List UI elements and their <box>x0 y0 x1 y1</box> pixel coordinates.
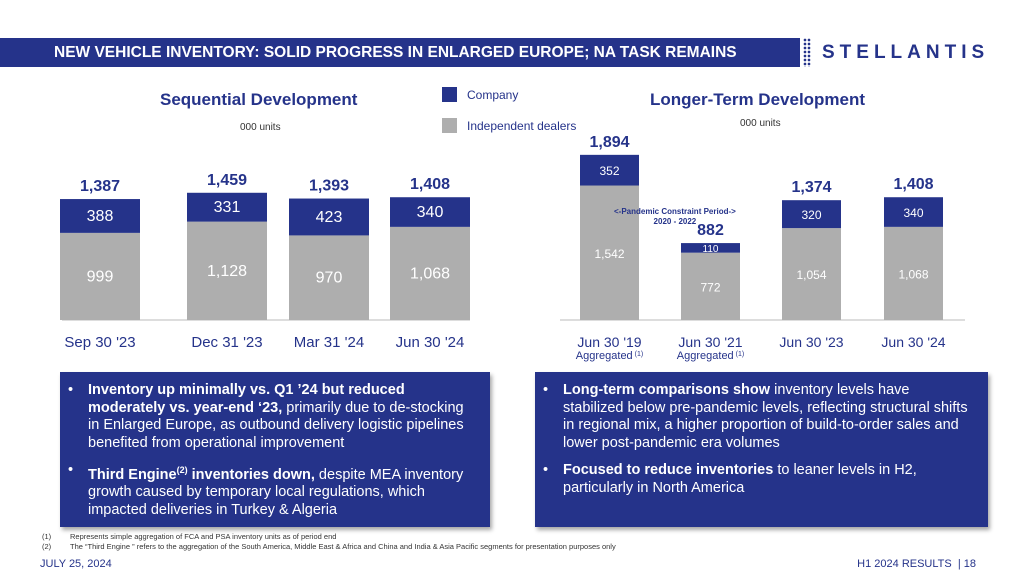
total-label: 1,459 <box>207 172 247 189</box>
x-tick-label: Dec 31 '23 <box>191 334 262 351</box>
data-label-company: 331 <box>214 199 241 216</box>
legend-swatch-company <box>442 87 457 102</box>
total-label: 1,408 <box>410 176 450 193</box>
data-label-company: 352 <box>599 164 619 178</box>
bar-company <box>681 243 740 253</box>
bar-dealers <box>580 185 639 320</box>
data-label-dealers: 999 <box>87 268 114 285</box>
legend-dealers: Independent dealers <box>442 118 576 133</box>
bar-dealers <box>884 226 943 320</box>
x-tick-sublabel: Aggregated (1) <box>576 350 643 362</box>
chart2-units: 000 units <box>740 118 781 129</box>
bullet-bold: Focused to reduce inventories <box>563 462 774 478</box>
footnote-ref: (1) <box>633 351 644 358</box>
bullet-text: despite MEA inventory growth caused by t… <box>88 466 464 518</box>
footnote-2: (2) The “Third Engine ” refers to the agg… <box>42 542 616 551</box>
bullet-1: Long-term comparisons show inventory lev… <box>543 382 970 452</box>
footnote-1: (1) Represents simple aggregation of FCA … <box>42 532 336 541</box>
x-tick-label: Jun 30 '19 <box>577 334 641 350</box>
data-label-company: 423 <box>316 209 343 226</box>
data-label-dealers: 1,054 <box>796 268 826 282</box>
total-label: 1,387 <box>80 178 120 195</box>
bar-company <box>60 199 140 233</box>
bar-dealers <box>187 221 267 320</box>
x-tick-label: Jun 30 '21 <box>678 334 742 350</box>
data-label-dealers: 970 <box>316 270 343 287</box>
total-label: 1,408 <box>893 176 933 193</box>
footer-page: H1 2024 RESULTS | 18 <box>857 558 976 570</box>
x-tick-sublabel: Aggregated (1) <box>677 350 744 362</box>
total-label: 1,894 <box>589 134 629 151</box>
data-label-dealers: 1,128 <box>207 263 247 280</box>
stellantis-logo: STELLANTIS <box>822 42 990 63</box>
data-label-company: 340 <box>417 204 444 221</box>
bar-company <box>884 197 943 227</box>
logo-dots-icon <box>803 38 811 67</box>
x-tick-label: Mar 31 '24 <box>294 334 364 351</box>
data-label-dealers: 1,068 <box>410 265 450 282</box>
left-commentary-box: Inventory up minimally vs. Q1 ’24 but re… <box>60 372 490 527</box>
bullet-bold: inventories down, <box>187 466 315 483</box>
bar-company <box>187 192 267 222</box>
chart1-title: Sequential Development <box>160 90 358 109</box>
bar-dealers <box>681 252 740 320</box>
data-label-company: 388 <box>87 208 114 225</box>
pandemic-annotation: <-Pandemic Constraint Period-> 2020 - 20… <box>614 207 736 227</box>
bullet-bold: Inventory up minimally vs. Q1 ’24 but re… <box>88 382 405 416</box>
bar-company <box>782 200 841 229</box>
bullet-1: Inventory up minimally vs. Q1 ’24 but re… <box>68 382 472 452</box>
data-label-dealers: 1,542 <box>594 247 624 261</box>
bar-dealers <box>390 226 470 320</box>
bullet-bold: Third Engine <box>88 466 177 483</box>
data-label-dealers: 772 <box>700 280 720 294</box>
total-label: 1,393 <box>309 178 349 195</box>
total-label: 882 <box>697 222 724 239</box>
footnote-num: (2) <box>42 542 52 551</box>
footnote-num: (1) <box>42 532 52 541</box>
bullet-text: to leaner levels in H2, particularly in … <box>563 462 917 496</box>
chart1-units: 000 units <box>240 122 281 133</box>
footnote-text: Represents simple aggregation of FCA and… <box>70 532 337 541</box>
footer-date: JULY 25, 2024 <box>40 558 112 570</box>
total-label: 1,374 <box>791 179 831 196</box>
bar-company <box>580 154 639 186</box>
chart2-title: Longer-Term Development <box>650 90 866 109</box>
footnote-ref: (2) <box>176 465 188 475</box>
bullet-text: inventory levels have stabilized below p… <box>563 382 968 451</box>
x-tick-label: Jun 30 '24 <box>881 334 945 350</box>
bullet-2: Third Engine(2) inventories down, despit… <box>68 462 472 519</box>
bar-dealers <box>782 228 841 320</box>
bullet-bold: Long-term comparisons show <box>563 382 771 398</box>
legend-label: Independent dealers <box>467 118 577 133</box>
bar-company <box>289 198 369 236</box>
bar-company <box>390 197 470 227</box>
data-label-company: 340 <box>903 206 923 220</box>
right-commentary-box: Long-term comparisons show inventory lev… <box>535 372 988 527</box>
footnote-ref: (1) <box>734 351 745 358</box>
x-tick-label: Jun 30 '23 <box>779 334 843 350</box>
footnote-text: The “Third Engine ” refers to the aggreg… <box>70 542 616 551</box>
annotation-line1: <-Pandemic Constraint Period-> <box>614 207 736 216</box>
data-label-company: 110 <box>703 244 719 255</box>
bullet-text: primarily due to de-stocking in Enlarged… <box>88 399 464 451</box>
bullet-2: Focused to reduce inventories to leaner … <box>543 462 970 497</box>
bar-dealers <box>289 235 369 320</box>
annotation-line2: 2020 - 2022 <box>653 217 697 226</box>
legend-swatch-dealers <box>442 118 457 133</box>
data-label-company: 320 <box>801 208 821 222</box>
legend-label: Company <box>467 87 519 102</box>
x-tick-label: Jun 30 '24 <box>396 334 465 351</box>
data-label-dealers: 1,068 <box>898 267 928 281</box>
bar-dealers <box>60 232 140 320</box>
slide-title: NEW VEHICLE INVENTORY: SOLID PROGRESS IN… <box>0 38 800 67</box>
x-tick-label: Sep 30 '23 <box>64 334 135 351</box>
legend-company: Company <box>442 87 518 102</box>
